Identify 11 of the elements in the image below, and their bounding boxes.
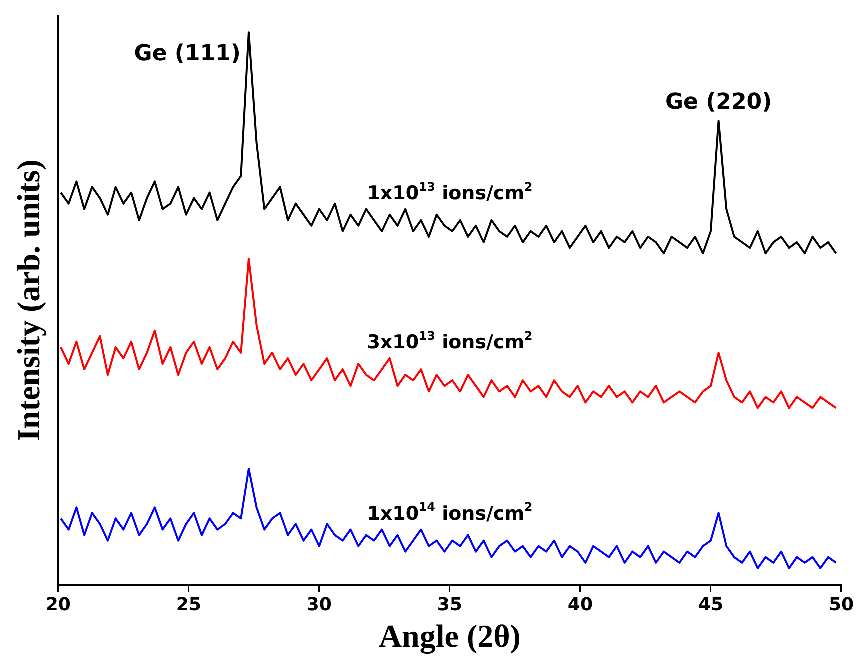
x-tick-label: 45	[698, 594, 724, 616]
x-tick-label: 20	[46, 594, 71, 616]
x-tick-label: 50	[828, 594, 854, 616]
x-tick-label: 25	[176, 594, 202, 616]
x-tick-label: 35	[437, 594, 462, 616]
annotation: Ge (220)	[665, 90, 772, 115]
y-axis-title: Intensity (arb. units)	[10, 160, 46, 442]
annotation: Ge (111)	[134, 42, 241, 67]
x-axis-title: Angle (2θ)	[378, 618, 521, 656]
x-tick-label: 30	[306, 594, 332, 616]
x-tick-label: 40	[568, 594, 593, 616]
